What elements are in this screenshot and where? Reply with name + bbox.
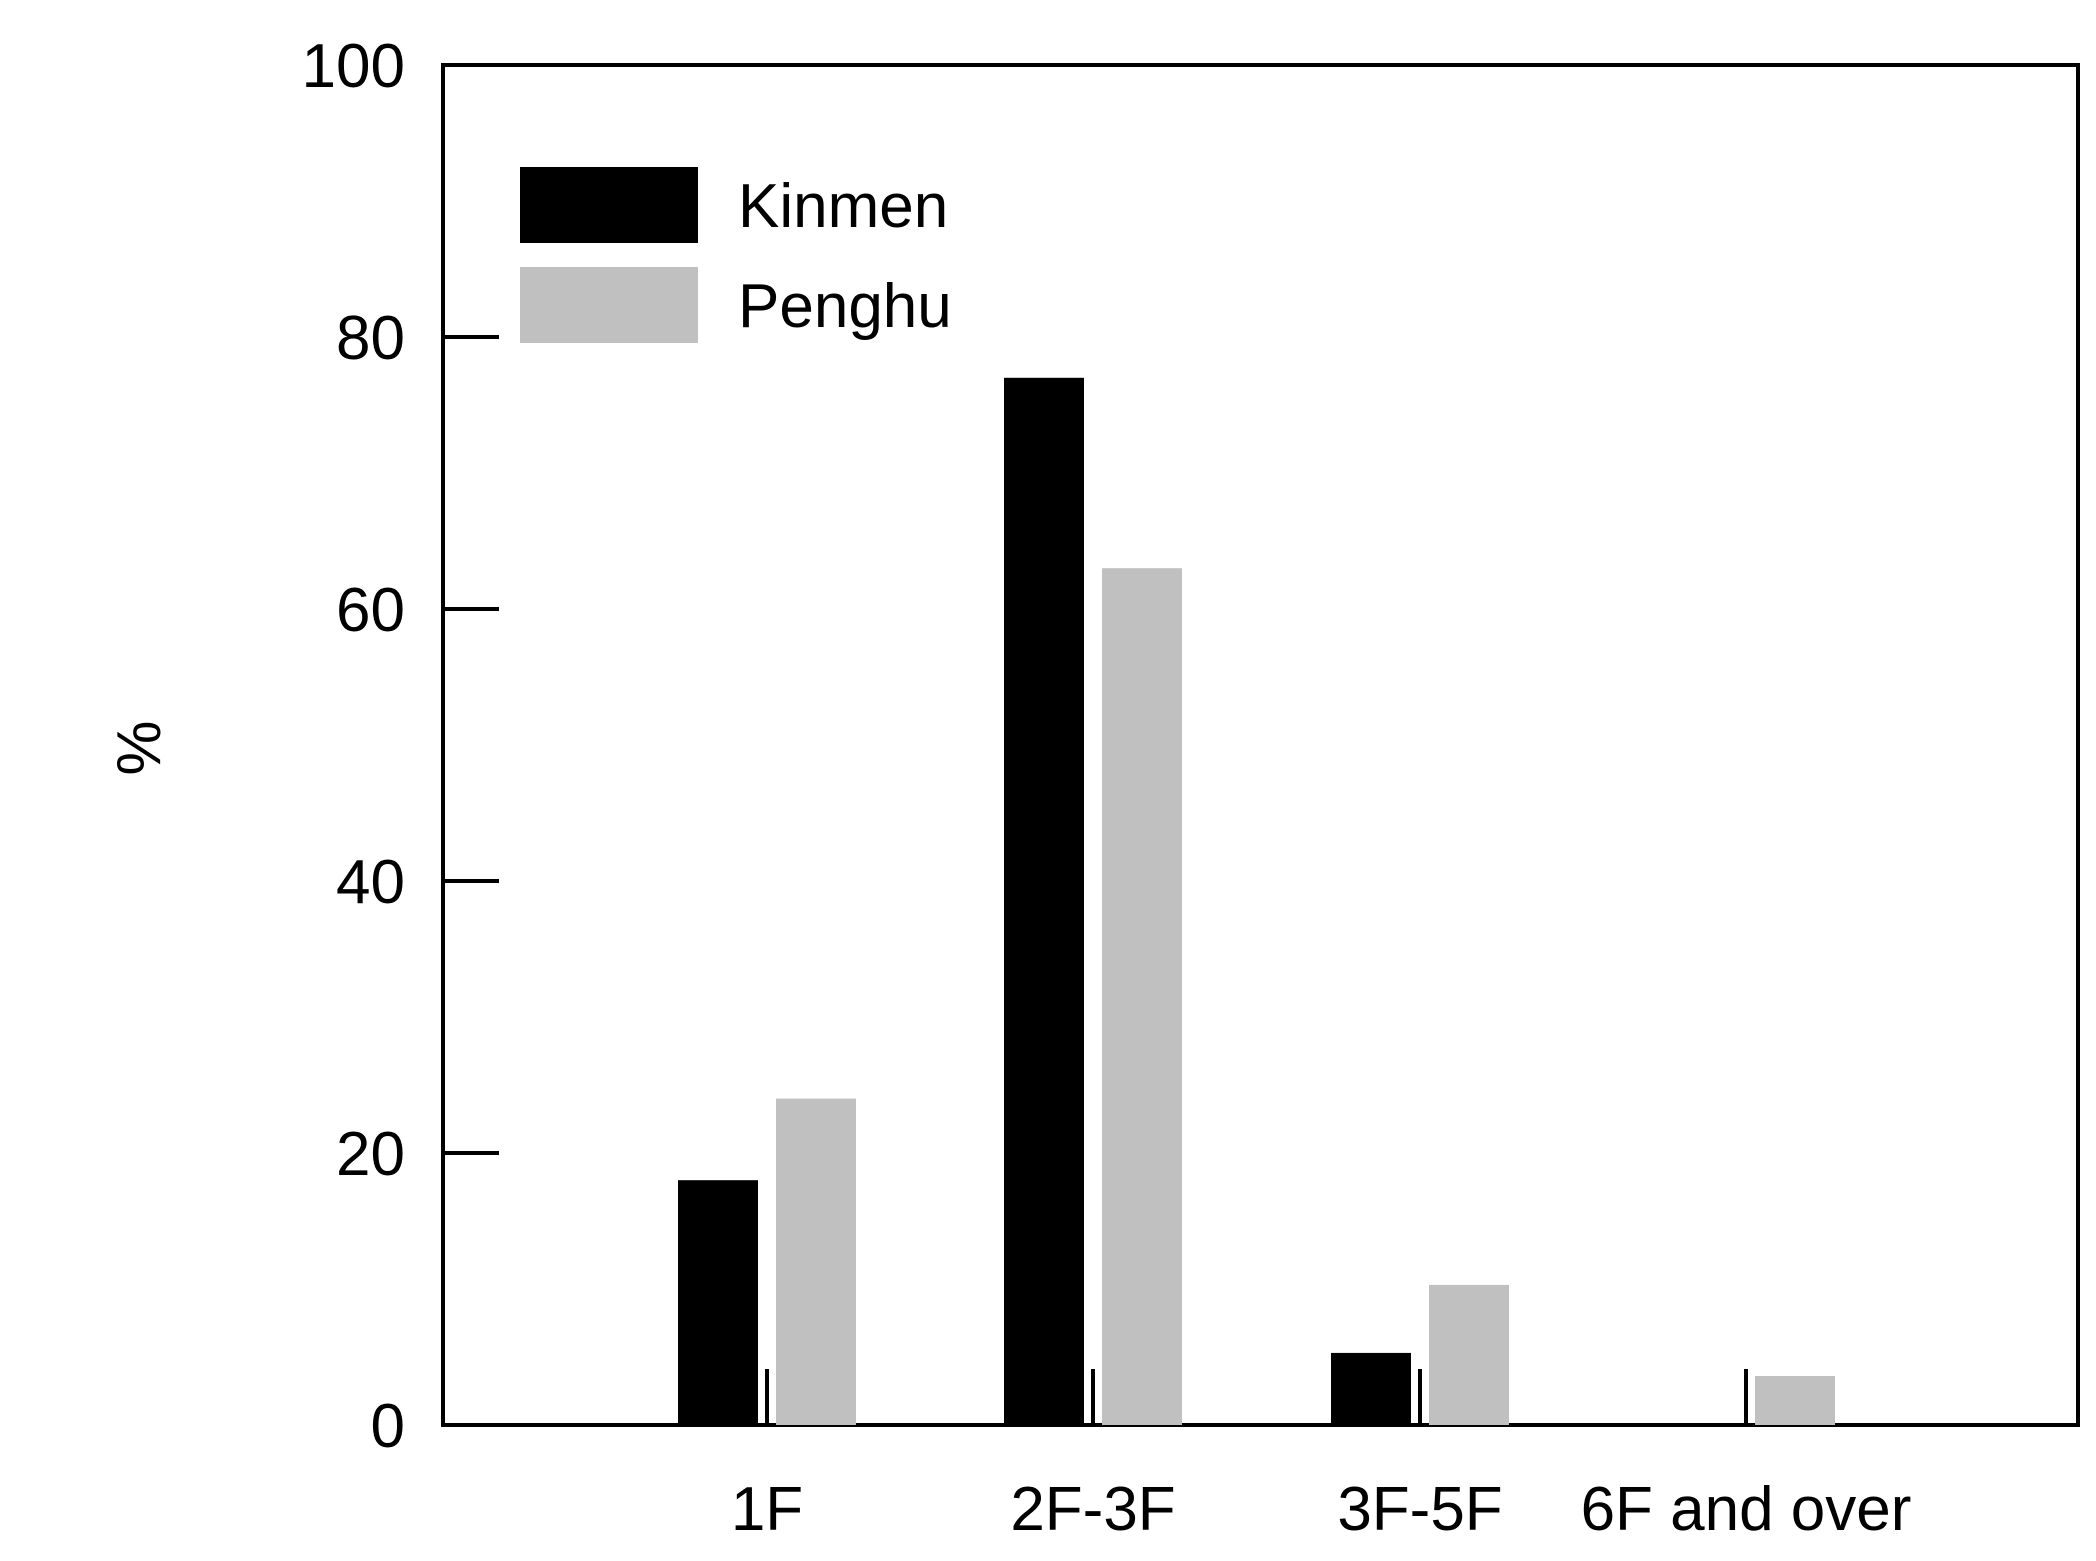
y-tick-label: 80 xyxy=(336,304,405,373)
y-tick-label: 100 xyxy=(302,32,405,101)
y-tick-label: 0 xyxy=(371,1392,405,1461)
legend-swatch-penghu xyxy=(520,267,698,343)
plot-frame xyxy=(441,63,2080,1427)
x-category-label: 2F-3F xyxy=(1010,1475,1175,1544)
x-category-label: 1F xyxy=(731,1475,803,1544)
bar-penghu-2f-3f xyxy=(1102,568,1182,1425)
x-category-label: 3F-5F xyxy=(1337,1475,1502,1544)
y-axis-label: % xyxy=(105,720,174,775)
chart-bars xyxy=(678,377,1835,1425)
x-category-label: 6F and over xyxy=(1581,1475,1912,1544)
bar-kinmen-3f-5f xyxy=(1331,1352,1411,1425)
bar-penghu-3f-5f xyxy=(1429,1284,1509,1425)
bar-kinmen-2f-3f xyxy=(1004,377,1084,1425)
y-tick-label: 20 xyxy=(336,1120,405,1189)
bar-penghu-6f-and-over xyxy=(1755,1376,1835,1425)
y-tick-label: 40 xyxy=(336,848,405,917)
y-tick-label: 60 xyxy=(336,576,405,645)
bar-kinmen-1f xyxy=(678,1180,758,1425)
chart-axes: 0 20 40 60 80 100 1F 2F-3F 3F-5F 6F and over xyxy=(302,32,2080,1544)
legend-label-kinmen: Kinmen xyxy=(738,172,948,241)
legend-label-penghu: Penghu xyxy=(738,272,952,341)
legend-swatch-kinmen xyxy=(520,167,698,243)
bar-penghu-1f xyxy=(776,1098,856,1425)
chart-legend: Kinmen Penghu xyxy=(520,167,952,343)
